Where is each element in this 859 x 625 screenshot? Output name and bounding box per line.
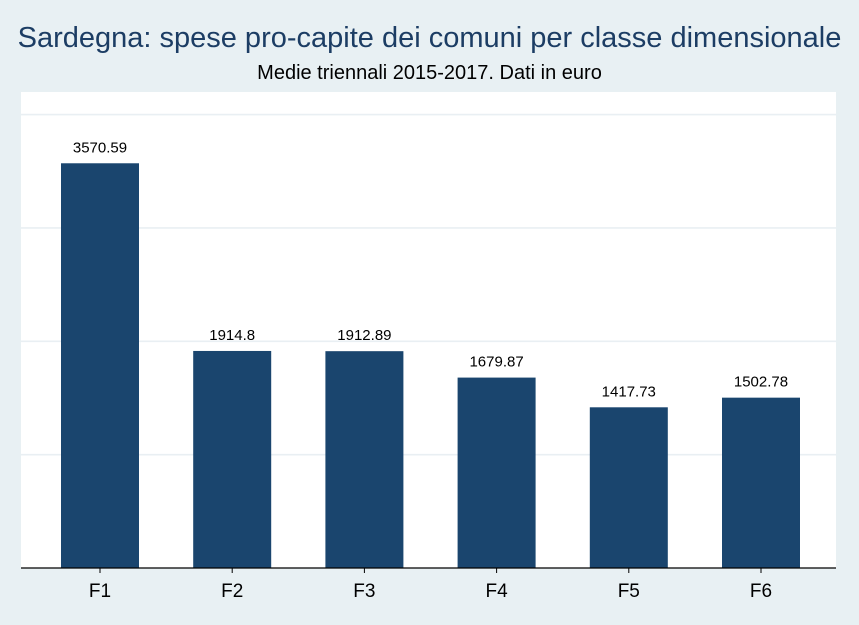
value-label-f1: 3570.59 — [73, 139, 127, 156]
x-tick-label-f6: F6 — [750, 581, 772, 602]
value-label-f3: 1912.89 — [337, 327, 391, 344]
value-label-f5: 1417.73 — [602, 383, 656, 400]
bar-f6 — [722, 397, 800, 568]
bar-f1 — [61, 163, 139, 568]
bar-f2 — [193, 350, 272, 568]
gridlines — [21, 113, 836, 456]
labels: 3570.59 F1 1914.8 F2 1912.89 F3 1679.87 F4 1417.… — [73, 139, 788, 602]
value-label-f4: 1679.87 — [469, 354, 523, 371]
plot-area — [21, 92, 836, 568]
x-tick-label-f4: F4 — [486, 581, 509, 602]
chart-subtitle: Medie triennali 2015-2017. Dati in euro — [257, 62, 602, 84]
value-label-f2: 1914.8 — [209, 327, 255, 344]
bar-f3 — [325, 351, 404, 568]
x-tick-label-f3: F3 — [353, 581, 375, 602]
chart-title: Sardegna: spese pro-capite dei comuni pe… — [17, 22, 842, 54]
x-tick-label-f2: F2 — [221, 581, 243, 602]
x-tick-label-f1: F1 — [89, 581, 111, 602]
value-label-f6: 1502.78 — [734, 374, 788, 391]
bar-f4 — [457, 377, 536, 568]
bar-f5 — [589, 407, 668, 568]
x-tick-label-f5: F5 — [618, 581, 640, 602]
bars — [61, 163, 800, 568]
